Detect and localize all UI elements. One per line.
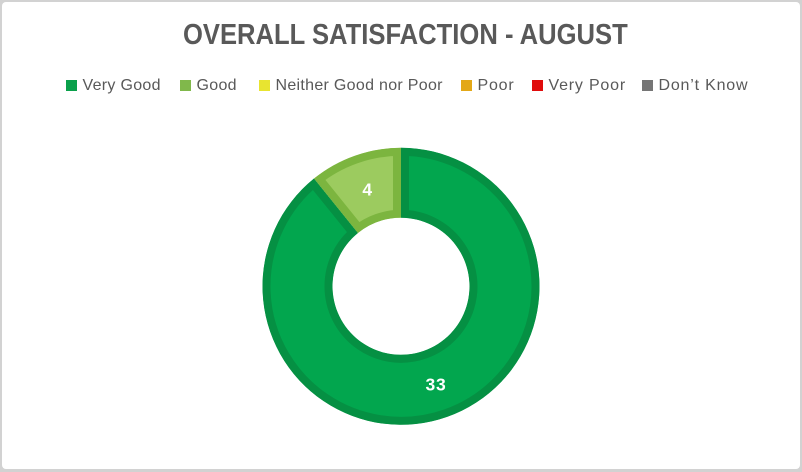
svg-text:33: 33 <box>425 375 446 395</box>
svg-text:4: 4 <box>362 180 373 200</box>
